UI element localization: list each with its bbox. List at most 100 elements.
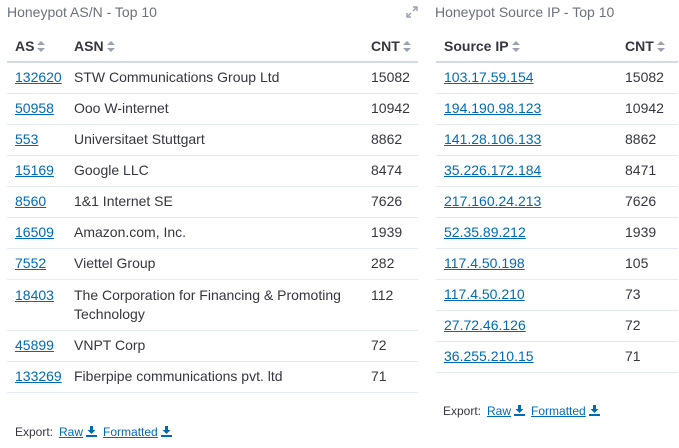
- export-raw-link[interactable]: Raw: [487, 404, 526, 418]
- asn-cell: STW Communications Group Ltd: [66, 62, 363, 94]
- source-ip-link[interactable]: 217.160.24.213: [444, 193, 542, 209]
- sort-icon: [106, 41, 115, 52]
- cnt-cell: 7626: [617, 186, 678, 218]
- export-label: Export:: [443, 404, 482, 418]
- table-row: 553 Universitaet Stuttgart 8862: [7, 124, 418, 156]
- as-link[interactable]: 16509: [15, 224, 54, 240]
- asn-export-bar: Export: Raw Formatted: [15, 425, 172, 439]
- source-ip-link[interactable]: 35.226.172.184: [444, 162, 542, 178]
- asn-panel-title: Honeypot AS/N - Top 10: [7, 4, 157, 20]
- asn-panel: Honeypot AS/N - Top 10 AS ASN CNT 132620…: [7, 4, 418, 439]
- cnt-cell: 105: [617, 248, 678, 280]
- table-row: 52.35.89.212 1939: [436, 217, 678, 249]
- cnt-cell: 72: [363, 330, 418, 362]
- cnt-cell: 72: [617, 310, 678, 342]
- cnt-cell: 8862: [617, 124, 678, 156]
- column-label: Source IP: [444, 38, 509, 54]
- download-icon: [514, 405, 526, 416]
- asn-cell: Fiberpipe communications pvt. ltd: [66, 361, 363, 393]
- column-label: CNT: [625, 38, 654, 54]
- column-label: AS: [15, 38, 35, 54]
- table-row: 35.226.172.184 8471: [436, 155, 678, 187]
- table-row: 16509 Amazon.com, Inc. 1939: [7, 217, 418, 249]
- cnt-cell: 8471: [617, 155, 678, 187]
- table-row: 45899 VNPT Corp 72: [7, 330, 418, 362]
- column-header-source-ip[interactable]: Source IP: [436, 31, 617, 63]
- table-row: 117.4.50.198 105: [436, 248, 678, 280]
- export-raw-label: Raw: [487, 404, 512, 418]
- sort-icon: [402, 41, 411, 52]
- column-label: CNT: [371, 38, 400, 54]
- source-ip-export-bar: Export: Raw Formatted: [443, 404, 600, 418]
- source-ip-panel: Honeypot Source IP - Top 10 Source IP CN…: [406, 0, 679, 448]
- cnt-cell: 73: [617, 279, 678, 311]
- sort-icon: [37, 41, 46, 52]
- cnt-cell: 15082: [617, 62, 678, 94]
- as-link[interactable]: 133269: [15, 368, 62, 384]
- asn-cell: Ooo W-internet: [66, 93, 363, 125]
- export-formatted-link[interactable]: Formatted: [103, 425, 172, 439]
- table-row: 27.72.46.126 72: [436, 310, 678, 342]
- table-row: 103.17.59.154 15082: [436, 62, 678, 94]
- cnt-cell: 71: [363, 361, 418, 393]
- column-header-asn[interactable]: ASN: [66, 31, 363, 63]
- table-row: 36.255.210.15 71: [436, 341, 678, 373]
- as-link[interactable]: 45899: [15, 337, 54, 353]
- as-link[interactable]: 8560: [15, 193, 47, 209]
- table-row: 50958 Ooo W-internet 10942: [7, 93, 418, 125]
- sort-icon: [656, 41, 665, 52]
- cnt-cell: 112: [363, 279, 418, 331]
- source-ip-link[interactable]: 141.28.106.133: [444, 131, 542, 147]
- cnt-cell: 1939: [617, 217, 678, 249]
- cnt-cell: 8862: [363, 124, 418, 156]
- expand-icon[interactable]: [406, 6, 418, 18]
- cnt-cell: 10942: [363, 93, 418, 125]
- download-icon: [588, 405, 600, 416]
- column-header-as[interactable]: AS: [7, 31, 66, 63]
- as-link[interactable]: 18403: [15, 286, 54, 303]
- asn-cell: Universitaet Stuttgart: [66, 124, 363, 156]
- source-ip-link[interactable]: 36.255.210.15: [444, 348, 534, 364]
- as-link[interactable]: 132620: [15, 69, 62, 86]
- source-ip-link[interactable]: 194.190.98.123: [444, 100, 542, 116]
- as-link[interactable]: 553: [15, 131, 39, 147]
- asn-cell: Google LLC: [66, 155, 363, 187]
- asn-table-header: AS ASN CNT: [7, 31, 418, 63]
- download-icon: [86, 426, 98, 437]
- table-row: 141.28.106.133 8862: [436, 124, 678, 156]
- source-ip-table: Source IP CNT 103.17.59.154 15082 194.190…: [436, 31, 678, 373]
- export-label: Export:: [15, 425, 54, 439]
- cnt-cell: 10942: [617, 93, 678, 125]
- source-ip-link[interactable]: 117.4.50.210: [444, 286, 525, 302]
- table-row: 194.190.98.123 10942: [436, 93, 678, 125]
- table-row: 217.160.24.213 7626: [436, 186, 678, 218]
- download-icon: [160, 426, 172, 437]
- source-ip-link[interactable]: 117.4.50.198: [444, 255, 525, 271]
- export-formatted-link[interactable]: Formatted: [531, 404, 600, 418]
- source-ip-table-header: Source IP CNT: [436, 31, 678, 63]
- asn-table: AS ASN CNT 132620 STW Communications Grou…: [7, 31, 418, 393]
- source-ip-panel-title: Honeypot Source IP - Top 10: [435, 4, 615, 20]
- export-raw-label: Raw: [59, 425, 84, 439]
- cnt-cell: 15082: [363, 62, 418, 94]
- table-row: 7552 Viettel Group 282: [7, 248, 418, 280]
- source-ip-link[interactable]: 52.35.89.212: [444, 224, 526, 240]
- table-row: 15169 Google LLC 8474: [7, 155, 418, 187]
- column-header-cnt[interactable]: CNT: [617, 31, 678, 63]
- export-raw-link[interactable]: Raw: [59, 425, 98, 439]
- column-header-cnt[interactable]: CNT: [363, 31, 418, 63]
- export-formatted-label: Formatted: [103, 425, 158, 439]
- cnt-cell: 7626: [363, 186, 418, 218]
- asn-cell: VNPT Corp: [66, 330, 363, 362]
- as-link[interactable]: 50958: [15, 100, 54, 116]
- source-ip-link[interactable]: 27.72.46.126: [444, 317, 526, 333]
- as-link[interactable]: 7552: [15, 255, 47, 271]
- as-link[interactable]: 15169: [15, 162, 54, 178]
- source-ip-link[interactable]: 103.17.59.154: [444, 69, 534, 86]
- sort-icon: [511, 41, 520, 52]
- column-label: ASN: [74, 38, 104, 54]
- cnt-cell: 71: [617, 341, 678, 373]
- table-row: 18403 The Corporation for Financing & Pro…: [7, 279, 418, 331]
- table-row: 117.4.50.210 73: [436, 279, 678, 311]
- cnt-cell: 8474: [363, 155, 418, 187]
